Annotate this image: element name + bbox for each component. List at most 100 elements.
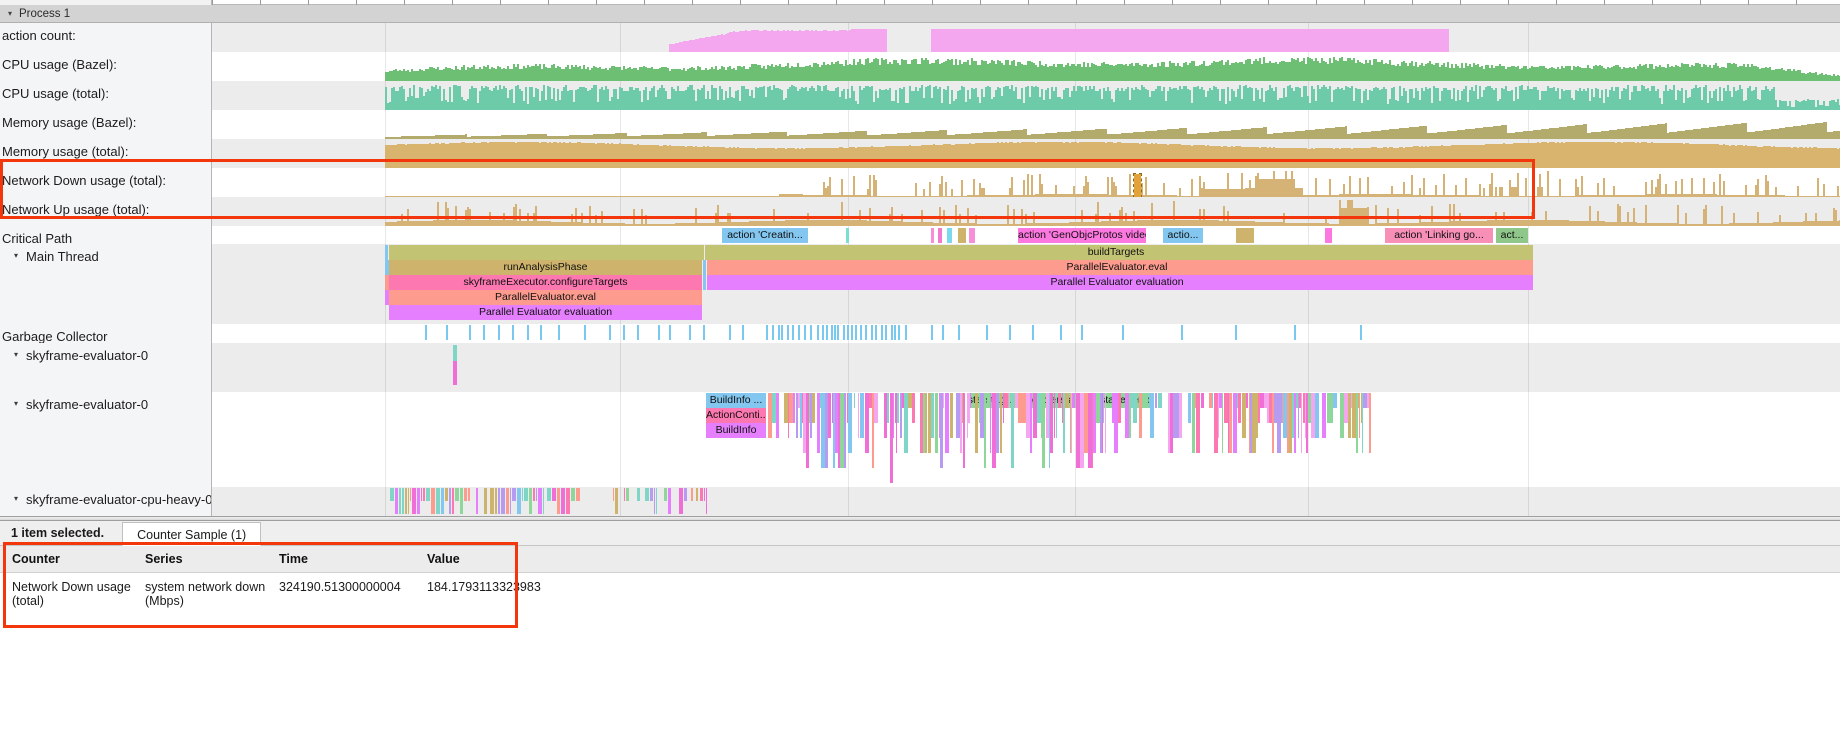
- track-row[interactable]: action count:: [0, 23, 1840, 52]
- main-thread-slice-small[interactable]: [1527, 260, 1533, 275]
- gc-event-slice[interactable]: [837, 325, 840, 340]
- gc-event-slice[interactable]: [777, 325, 780, 340]
- critical-path-slice-small[interactable]: [931, 228, 934, 243]
- main-thread-slice-small[interactable]: [1527, 245, 1533, 260]
- critical-path-slice-small[interactable]: [1236, 228, 1254, 243]
- track-content[interactable]: [212, 110, 1840, 139]
- track-label-4[interactable]: Memory usage (total):: [0, 139, 212, 168]
- gc-event-slice[interactable]: [741, 325, 744, 340]
- gc-event-slice[interactable]: [766, 325, 769, 340]
- gc-event-slice[interactable]: [527, 325, 530, 340]
- track-row[interactable]: Network Down usage (total):: [0, 168, 1840, 197]
- gc-event-slice[interactable]: [1081, 325, 1084, 340]
- track-content[interactable]: [212, 324, 1840, 343]
- track-content[interactable]: [212, 168, 1840, 197]
- track-row[interactable]: Critical Path action 'Creatin... action 'G…: [0, 226, 1840, 244]
- selected-counter-sample-marker[interactable]: [1133, 173, 1142, 197]
- main-thread-slice[interactable]: buildTargets: [705, 245, 1527, 260]
- gc-event-slice[interactable]: [842, 325, 845, 340]
- skyframe-slice[interactable]: BuildInfo: [706, 423, 766, 438]
- track-label-3[interactable]: Memory usage (Bazel):: [0, 110, 212, 139]
- track-row[interactable]: CPU usage (total):: [0, 81, 1840, 110]
- main-thread-slice[interactable]: Parallel Evaluator evaluation: [707, 275, 1527, 290]
- gc-event-slice[interactable]: [557, 325, 560, 340]
- track-content[interactable]: [212, 343, 1840, 392]
- gc-event-slice[interactable]: [1121, 325, 1124, 340]
- gc-event-slice[interactable]: [880, 325, 883, 340]
- track-label-9[interactable]: Garbage Collector: [0, 324, 212, 343]
- track-label-1[interactable]: CPU usage (Bazel):: [0, 52, 212, 81]
- track-row[interactable]: Memory usage (total):: [0, 139, 1840, 168]
- main-thread-slice-small[interactable]: [703, 275, 706, 290]
- track-content[interactable]: [212, 139, 1840, 168]
- critical-path-slice-small[interactable]: [947, 228, 952, 243]
- gc-event-slice[interactable]: [859, 325, 862, 340]
- track-label-7[interactable]: Critical Path: [0, 226, 212, 244]
- track-row[interactable]: Network Up usage (total):: [0, 197, 1840, 226]
- track-row[interactable]: CPU usage (Bazel):: [0, 52, 1840, 81]
- gc-event-slice[interactable]: [608, 325, 611, 340]
- gc-event-slice[interactable]: [816, 325, 819, 340]
- main-thread-slice[interactable]: runAnalysisPhase: [389, 260, 702, 275]
- track-list[interactable]: action count: CPU usage (Bazel): CPU usage…: [0, 23, 1840, 516]
- main-thread-slice-small[interactable]: [385, 245, 388, 260]
- timeline-ruler[interactable]: [0, 0, 1840, 5]
- gc-event-slice[interactable]: [1235, 325, 1238, 340]
- gc-event-slice[interactable]: [851, 325, 854, 340]
- track-label-11[interactable]: ▾ skyframe-evaluator-0: [0, 392, 212, 487]
- gc-event-slice[interactable]: [890, 325, 893, 340]
- chevron-down-icon[interactable]: ▾: [14, 350, 19, 359]
- gc-event-slice[interactable]: [1293, 325, 1296, 340]
- track-label-0[interactable]: action count:: [0, 23, 212, 52]
- gc-event-slice[interactable]: [482, 325, 485, 340]
- gc-event-slice[interactable]: [941, 325, 944, 340]
- critical-path-slice-small[interactable]: [969, 228, 975, 243]
- critical-path-slice-small[interactable]: [938, 228, 942, 243]
- track-row[interactable]: ▾ skyframe-evaluator-0 BuildInfo ... Action…: [0, 392, 1840, 487]
- critical-path-slice-small[interactable]: [958, 228, 966, 243]
- gc-event-slice[interactable]: [898, 325, 901, 340]
- critical-path-slice-small[interactable]: [1325, 228, 1332, 243]
- gc-event-slice[interactable]: [871, 325, 874, 340]
- gc-event-slice[interactable]: [1008, 325, 1011, 340]
- gc-event-slice[interactable]: [810, 325, 813, 340]
- gc-event-slice[interactable]: [787, 325, 790, 340]
- gc-event-slice[interactable]: [834, 325, 837, 340]
- gc-event-slice[interactable]: [511, 325, 514, 340]
- track-label-6[interactable]: Network Up usage (total):: [0, 197, 212, 226]
- gc-event-slice[interactable]: [930, 325, 933, 340]
- track-label-5[interactable]: Network Down usage (total):: [0, 168, 212, 197]
- gc-event-slice[interactable]: [771, 325, 774, 340]
- main-thread-slice[interactable]: ParallelEvaluator.eval: [707, 260, 1527, 275]
- track-label-8[interactable]: ▾ Main Thread: [0, 244, 212, 324]
- skyframe-slice[interactable]: BuildInfo ...: [706, 393, 766, 408]
- track-row[interactable]: ▾ Main Thread buildTargets runAnalysisPhase…: [0, 244, 1840, 324]
- gc-event-slice[interactable]: [958, 325, 961, 340]
- gc-event-slice[interactable]: [702, 325, 705, 340]
- gc-event-slice[interactable]: [905, 325, 908, 340]
- gc-event-slice[interactable]: [884, 325, 887, 340]
- track-content[interactable]: [212, 197, 1840, 226]
- chevron-down-icon[interactable]: ▾: [14, 251, 19, 260]
- chevron-down-icon[interactable]: ▾: [8, 8, 13, 18]
- critical-path-slice-small[interactable]: [846, 228, 849, 243]
- gc-event-slice[interactable]: [831, 325, 834, 340]
- chevron-down-icon[interactable]: ▾: [14, 399, 19, 408]
- gc-event-slice[interactable]: [637, 325, 640, 340]
- track-content[interactable]: [212, 52, 1840, 81]
- track-row[interactable]: Garbage Collector: [0, 324, 1840, 343]
- gc-event-slice[interactable]: [729, 325, 732, 340]
- track-row[interactable]: ▾ skyframe-evaluator-0: [0, 343, 1840, 392]
- skyframe-slice[interactable]: ActionConti...: [706, 408, 766, 423]
- gc-event-slice[interactable]: [826, 325, 829, 340]
- critical-path-slice[interactable]: actio...: [1163, 228, 1203, 243]
- gc-event-slice[interactable]: [855, 325, 858, 340]
- gc-event-slice[interactable]: [468, 325, 471, 340]
- gc-event-slice[interactable]: [804, 325, 807, 340]
- gc-event-slice[interactable]: [425, 325, 427, 340]
- main-thread-slice-small[interactable]: [1527, 275, 1533, 290]
- track-content[interactable]: action 'Creatin... action 'GenObjcProtos …: [212, 226, 1840, 244]
- gc-event-slice[interactable]: [657, 325, 660, 340]
- gc-event-slice[interactable]: [584, 325, 587, 340]
- gc-event-slice[interactable]: [846, 325, 849, 340]
